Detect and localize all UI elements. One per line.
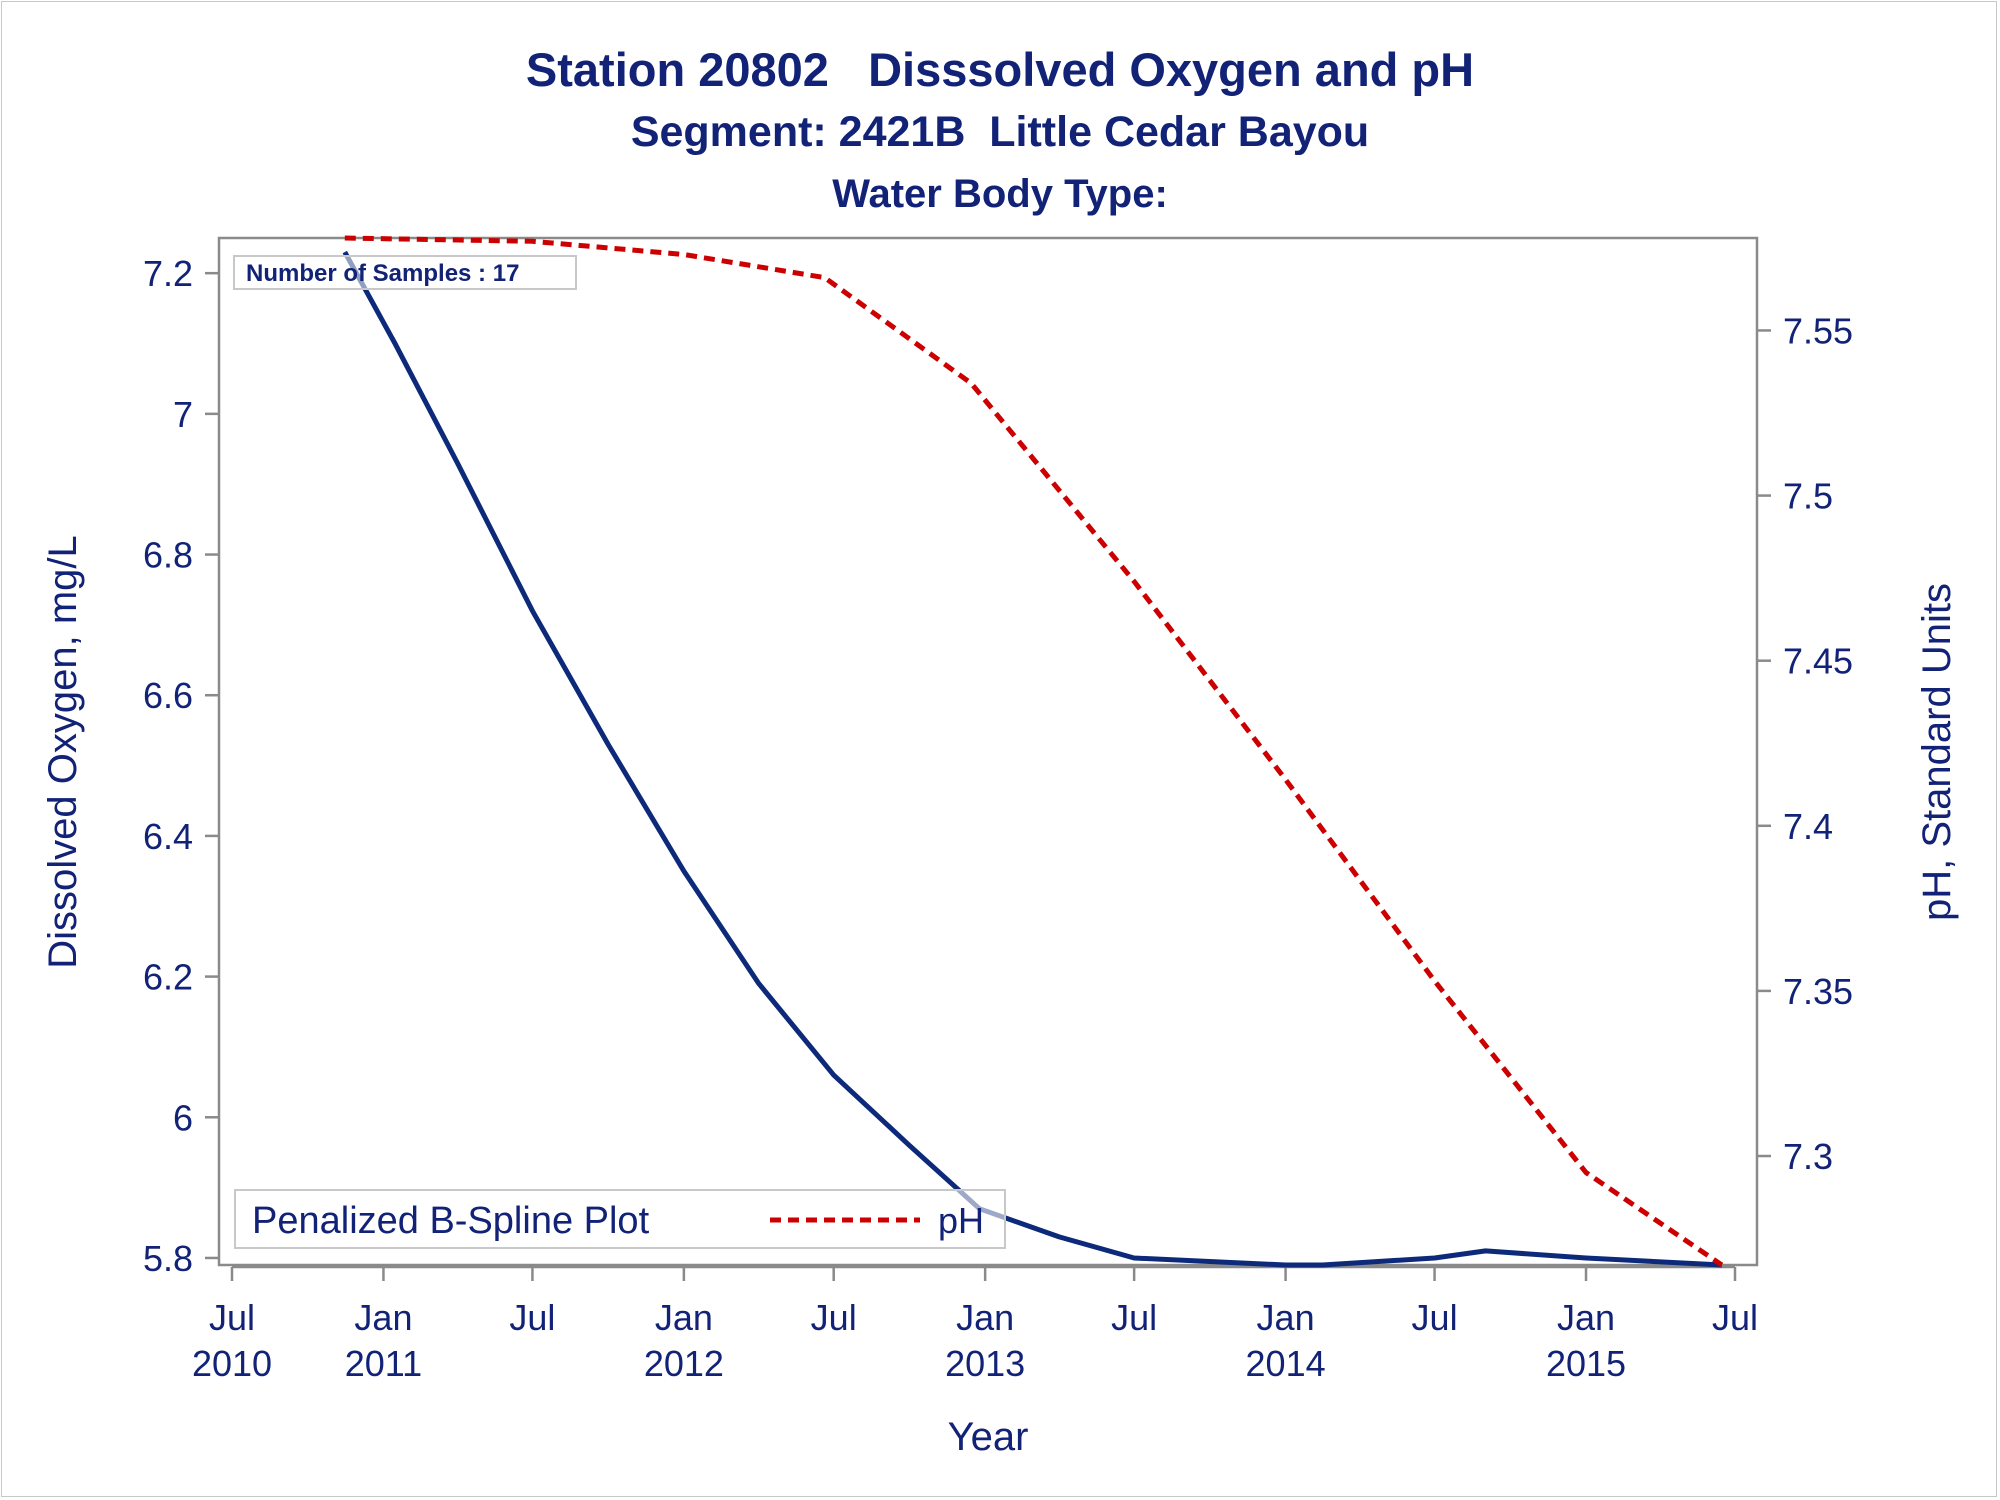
y2-axis-tick-label: 7.4 [1783,806,1833,847]
y2-axis-tick-label: 7.5 [1783,476,1833,517]
sample-count-label: Number of Samples : 17 [246,260,519,287]
x-axis-tick-month: Jan [1257,1297,1315,1338]
x-axis-label: Year [948,1415,1029,1459]
series-line-dissolved-oxygen [342,250,1722,1268]
legend-ph-label: pH [938,1200,984,1241]
y-axis-tick-label: 6 [173,1097,193,1138]
y2-axis-tick-label: 7.45 [1783,641,1853,682]
y-axis-tick-label: 6.6 [143,675,193,716]
x-axis-tick-year: 2011 [345,1343,422,1384]
y-axis-tick-label: 7 [173,394,193,435]
x-axis-tick-month: Jul [811,1297,857,1338]
y-axis-tick-label: 5.8 [143,1238,193,1279]
chart-subtitle-water-body: Water Body Type: [832,172,1168,216]
series-line-ph [344,235,1724,1268]
y2-axis-tick-label: 7.35 [1783,971,1853,1012]
x-axis-tick-month: Jul [1712,1297,1758,1338]
x-axis-tick-month: Jan [354,1297,412,1338]
sample-count-box [233,255,577,290]
chart-subtitle-segment: Segment: 2421B Little Cedar Bayou [630,108,1370,156]
y-axis-tick-label: 7.2 [143,253,193,294]
x-axis-tick-month: Jul [1412,1297,1458,1338]
legend-title: Penalized B-Spline Plot [252,1200,650,1242]
chart-title: Station 20802 Disssolved Oxygen and pH [525,43,1475,96]
y-axis-tick-label: 6.4 [143,816,193,857]
plot-area-frame [217,236,1759,1267]
x-axis-tick-month: Jan [956,1297,1014,1338]
x-axis-tick-month: Jul [1111,1297,1157,1338]
x-axis-tick-month: Jan [1557,1297,1615,1338]
y-axis-label: Dissolved Oxygen, mg/L [41,535,85,969]
x-axis-tick-year: 2015 [1546,1343,1626,1384]
x-axis-tick-month: Jul [209,1297,255,1338]
x-axis-tick-month: Jan [655,1297,713,1338]
y2-axis-tick-label: 7.55 [1783,310,1853,351]
x-axis-tick-year: 2010 [192,1343,272,1384]
y2-axis-tick-label: 7.3 [1783,1136,1833,1177]
x-axis-tick-month: Jul [509,1297,555,1338]
x-axis-tick-year: 2013 [945,1343,1025,1384]
y2-axis-label: pH, Standard Units [1915,583,1959,921]
x-axis-tick-year: 2012 [644,1343,724,1384]
y-axis-tick-label: 6.8 [143,535,193,576]
x-axis-tick-year: 2014 [1246,1343,1326,1384]
y-axis-tick-label: 6.2 [143,957,193,998]
legend-box [234,1189,1006,1249]
